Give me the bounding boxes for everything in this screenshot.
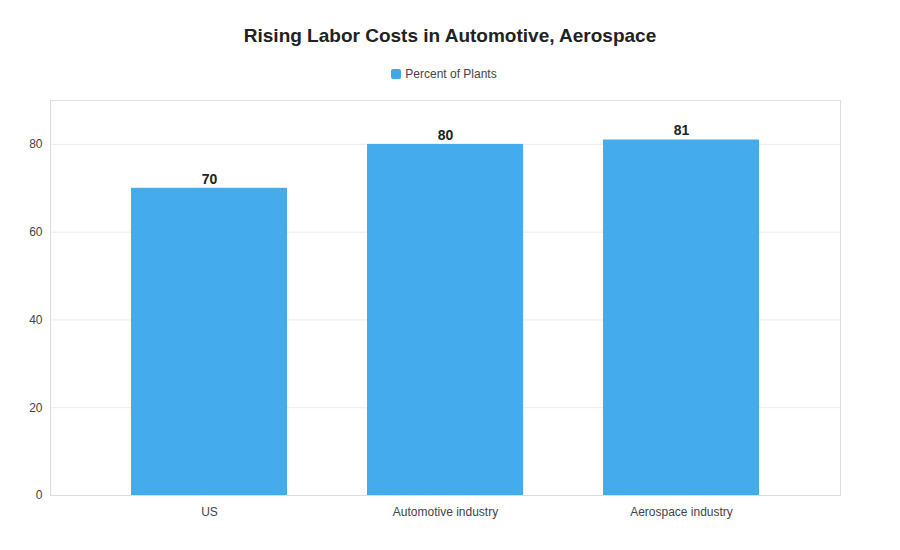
svg-text:70: 70 — [202, 171, 218, 187]
svg-text:40: 40 — [29, 313, 43, 327]
html-text:Percent of Plants: Percent of Plants — [405, 67, 497, 81]
html-text:Rising Labor Costs in Automoti: Rising Labor Costs in Automotive, Aerosp… — [243, 25, 657, 46]
svg-text:80: 80 — [438, 127, 454, 143]
svg-text:80: 80 — [29, 137, 43, 151]
svg-text:Automotive industry: Automotive industry — [393, 505, 498, 519]
svg-text:US: US — [201, 505, 218, 519]
svg-text:20: 20 — [29, 401, 43, 415]
svg-text:Aerospace industry: Aerospace industry — [630, 505, 733, 519]
svg-text:60: 60 — [29, 225, 43, 239]
svg-text:81: 81 — [674, 122, 690, 138]
svg-text:0: 0 — [36, 488, 43, 502]
